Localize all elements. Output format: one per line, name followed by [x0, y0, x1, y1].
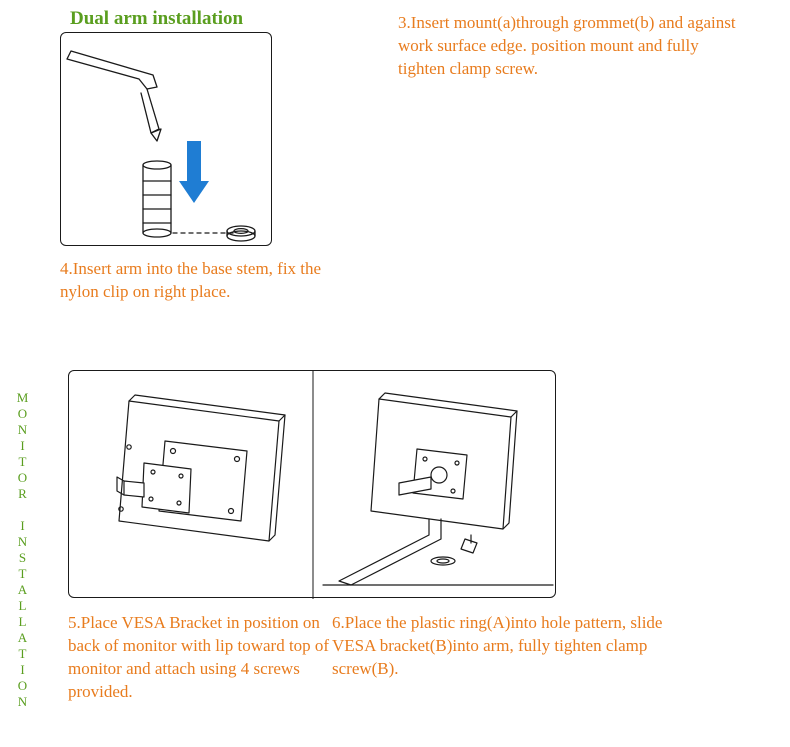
step-3-text: 3.Insert mount(a)through grommet(b) and …	[398, 12, 738, 81]
step-4-text: 4.Insert arm into the base stem, fix the…	[60, 258, 360, 304]
diagram-step4-panel	[60, 32, 272, 246]
step-6-text: 6.Place the plastic ring(A)into hole pat…	[332, 612, 677, 681]
section-title: Dual arm installation	[70, 8, 243, 30]
down-arrow-icon	[179, 141, 209, 203]
section-vertical-label: MONITOR INSTALLATION	[14, 390, 30, 710]
step-5-text: 5.Place VESA Bracket in position on back…	[68, 612, 330, 704]
diagram-step5-6-svg	[69, 371, 557, 599]
diagram-step5-6-panel	[68, 370, 556, 598]
diagram-step4-svg	[61, 33, 273, 247]
